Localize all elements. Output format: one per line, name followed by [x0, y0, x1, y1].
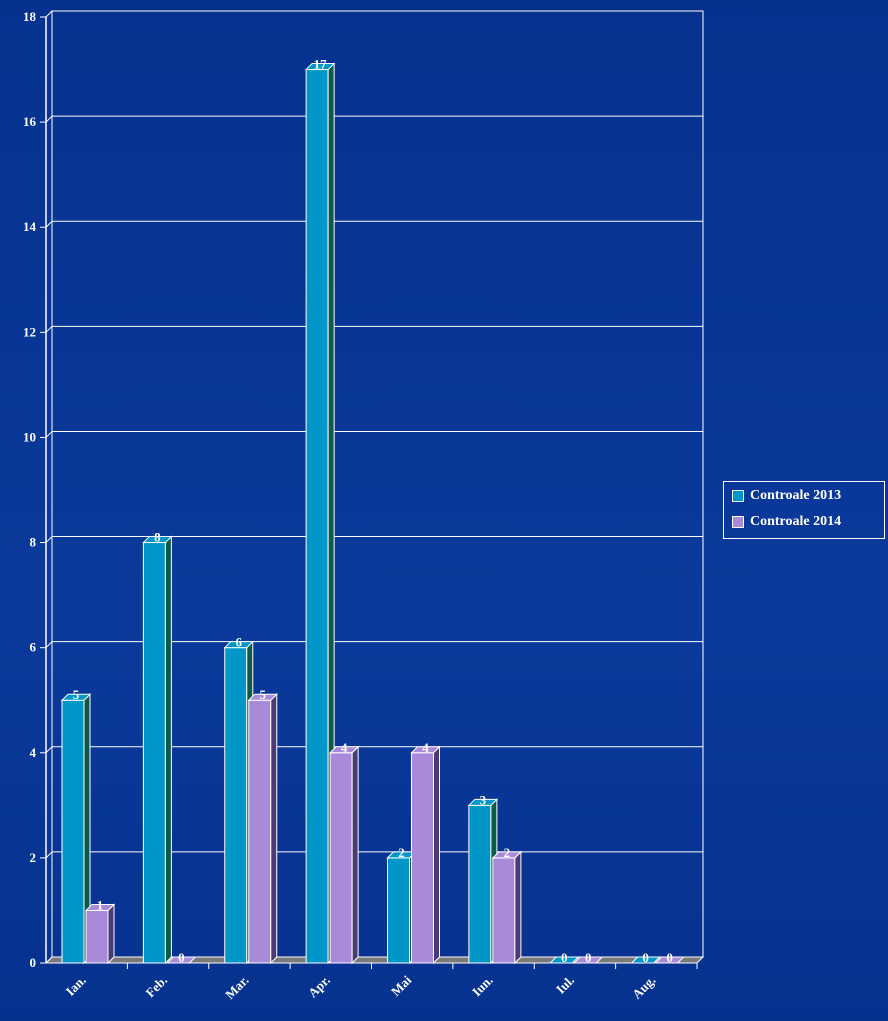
y-tick-label: 2 [30, 850, 37, 865]
data-label: 0 [642, 950, 649, 965]
x-tick-label: Feb. [142, 973, 170, 1001]
x-tick-label: Ian. [63, 973, 89, 999]
x-tick-label: Mar. [222, 973, 251, 1002]
x-tick-label: Iul. [553, 973, 577, 997]
y-tick-label: 0 [30, 955, 37, 970]
data-label: 0 [666, 950, 673, 965]
bar [549, 956, 580, 964]
y-tick-label: 12 [23, 324, 36, 339]
legend-swatch-2014 [732, 516, 744, 528]
bar [247, 693, 278, 965]
bar [410, 745, 441, 965]
bar [60, 693, 92, 965]
y-tick-label: 14 [23, 219, 37, 234]
x-tick-label: Aug. [629, 973, 658, 1002]
data-label: 6 [236, 635, 243, 650]
data-label: 2 [398, 845, 405, 860]
legend-item-2013: Controale 2013 [732, 488, 841, 504]
legend: Controale 2013 Controale 2014 [723, 481, 885, 539]
gridline [45, 430, 703, 438]
bar [84, 903, 116, 965]
bar [328, 745, 360, 965]
y-tick-label: 8 [30, 535, 37, 550]
data-label: 0 [561, 950, 568, 965]
bar [491, 850, 523, 965]
gridline [45, 325, 703, 333]
data-label: 3 [480, 792, 487, 807]
bar [573, 956, 604, 964]
data-label: 0 [178, 950, 185, 965]
gridline [45, 641, 703, 649]
x-tick-label: Iun. [469, 973, 496, 1000]
data-label: 0 [585, 950, 592, 965]
data-label: 5 [260, 687, 267, 702]
bar [654, 956, 685, 964]
legend-label-2014: Controale 2014 [750, 514, 842, 529]
legend-swatch-2013 [732, 490, 744, 502]
y-tick-label: 10 [23, 429, 36, 444]
y-tick-label: 16 [23, 114, 37, 129]
y-tick-label: 6 [30, 640, 37, 655]
data-label: 4 [422, 740, 429, 755]
gridline [45, 536, 703, 543]
y-tick-label: 4 [30, 745, 37, 760]
data-label: 8 [154, 530, 161, 545]
legend-item-2014: Controale 2014 [732, 514, 841, 530]
x-tick-label: Mai [388, 972, 415, 999]
gridline [45, 220, 703, 228]
y-tick-label: 18 [23, 9, 37, 24]
data-label: 1 [97, 897, 104, 912]
bar [630, 956, 661, 964]
gridline [45, 115, 703, 123]
data-label: 17 [314, 57, 328, 72]
bar [142, 535, 173, 965]
data-label: 4 [341, 740, 348, 755]
legend-label-2013: Controale 2013 [750, 488, 842, 503]
bar [304, 62, 336, 965]
gridline [45, 746, 703, 754]
data-label: 2 [504, 845, 511, 860]
x-tick-label: Apr. [305, 973, 333, 1001]
gridline [45, 10, 703, 18]
data-label: 5 [73, 687, 80, 702]
bar [166, 956, 197, 964]
